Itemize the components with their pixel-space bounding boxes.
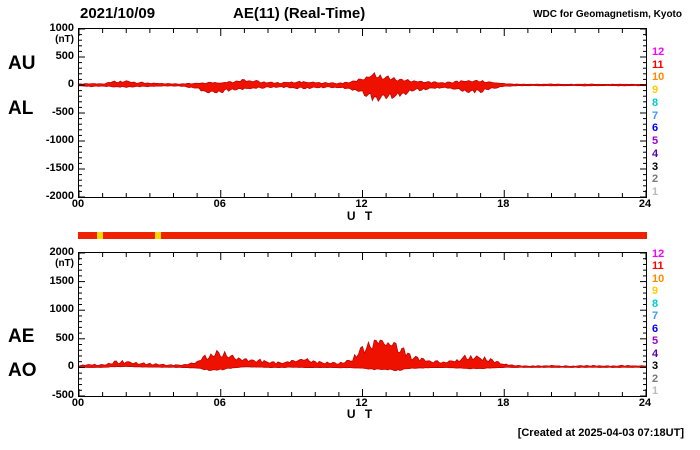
y-tick-label: 1500: [49, 274, 74, 287]
station-status-bar: [78, 232, 647, 239]
station-count-6: 6: [652, 122, 659, 135]
station-count-12: 12: [652, 248, 665, 260]
y-tick-label: -1500: [45, 162, 74, 174]
station-count-2: 2: [652, 372, 659, 385]
station-count-11: 11: [652, 58, 664, 71]
x-tick-label: 12: [355, 397, 368, 409]
x-tick-label: 12: [355, 198, 368, 210]
data-source: WDC for Geomagnetism, Kyoto: [533, 9, 682, 20]
station-count-3: 3: [652, 160, 659, 173]
ae-ao-plot: [78, 252, 647, 397]
station-count-4: 4: [652, 147, 659, 160]
station-count-8: 8: [652, 297, 659, 310]
status-segment: [155, 232, 161, 239]
au-label: AU: [8, 53, 36, 74]
au-al-trace: [79, 29, 646, 197]
station-count-2: 2: [652, 173, 659, 186]
y-tick-label: 500: [55, 331, 74, 344]
station-count-5: 5: [652, 135, 659, 148]
station-count-3: 3: [652, 360, 659, 373]
x-tick-label: 00: [71, 198, 85, 210]
plot-title: AE(11) (Real-Time): [233, 5, 366, 22]
y-tick-label: 0: [67, 360, 74, 373]
station-count-8: 8: [652, 96, 659, 109]
station-count-1: 1: [652, 385, 659, 397]
al-label: AL: [8, 98, 34, 119]
station-count-9: 9: [652, 285, 659, 298]
ao-label: AO: [8, 360, 37, 381]
ae-label: AE: [8, 326, 35, 347]
station-count-7: 7: [652, 310, 659, 323]
x-tick-label: 18: [497, 198, 510, 210]
station-count-7: 7: [652, 109, 659, 122]
x-tick-label: 00: [71, 397, 85, 409]
y-axis-unit: (nT): [55, 34, 74, 45]
station-count-10: 10: [652, 71, 665, 84]
y-tick-label: 1000: [49, 303, 74, 316]
y-tick-label: -2000: [45, 190, 74, 202]
y-axis-unit: (nT): [55, 258, 74, 269]
created-timestamp: [Created at 2025-04-03 07:18UT]: [517, 427, 684, 439]
station-count-11: 11: [652, 260, 664, 273]
ut-axis-label-bottom: U T: [346, 407, 376, 421]
station-count-6: 6: [652, 322, 659, 335]
station-count-10: 10: [652, 272, 665, 285]
y-tick-label: 0: [67, 78, 74, 90]
station-count-4: 4: [652, 347, 659, 360]
station-count-9: 9: [652, 84, 659, 97]
x-tick-label: 06: [213, 198, 226, 210]
x-tick-label: 18: [497, 397, 510, 409]
plot-date: 2021/10/09: [80, 5, 156, 22]
ae-ao-trace: [79, 253, 646, 396]
status-segment: [96, 232, 103, 239]
y-tick-label: -1000: [45, 134, 74, 146]
station-count-12: 12: [652, 46, 665, 58]
x-tick-label: 06: [213, 397, 226, 409]
y-tick-label: 500: [55, 50, 74, 62]
station-count-5: 5: [652, 335, 659, 348]
y-tick-label: -500: [51, 106, 74, 118]
station-count-1: 1: [652, 186, 659, 198]
x-tick-label: 24: [638, 198, 652, 210]
ut-axis-label-top: U T: [346, 209, 376, 223]
y-tick-label: 1000: [49, 22, 74, 34]
au-al-plot: [78, 28, 647, 198]
y-tick-label: -500: [51, 389, 74, 401]
y-tick-label: 2000: [49, 246, 74, 258]
x-tick-label: 24: [638, 397, 652, 409]
